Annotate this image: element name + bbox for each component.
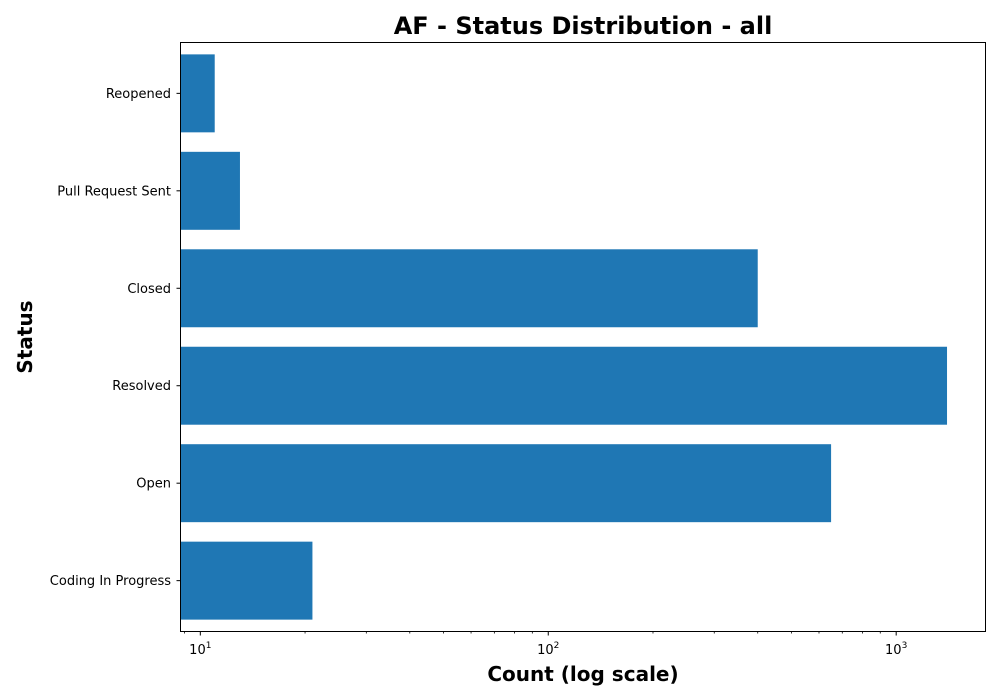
y-tick-label: Pull Request Sent (57, 184, 171, 199)
x-axis-label: Count (log scale) (487, 662, 678, 686)
y-axis-label: Status (13, 300, 37, 373)
bar-open (181, 444, 832, 523)
y-tick-label: Resolved (112, 379, 171, 394)
bar-coding-in-progress (181, 541, 313, 620)
bar-pull-request-sent (181, 151, 240, 230)
plot-frame (180, 42, 986, 632)
x-tick-label: 101 (189, 641, 211, 658)
bars-layer (181, 54, 948, 620)
chart-title: AF - Status Distribution - all (394, 12, 773, 40)
y-tick-label: Reopened (106, 87, 171, 102)
x-ticks-layer: 101 102 103 (183, 631, 907, 658)
y-tick-label: Coding In Progress (50, 574, 171, 589)
y-tick-label: Closed (127, 282, 171, 297)
y-ticks-layer: Coding In Progress Open Resolved Closed Pull… (50, 87, 181, 589)
bar-reopened (181, 54, 215, 133)
x-tick-label: 103 (885, 641, 907, 658)
x-tick-label: 102 (537, 641, 559, 658)
bar-closed (181, 249, 758, 328)
y-tick-label: Open (136, 477, 171, 492)
bar-resolved (181, 346, 948, 425)
